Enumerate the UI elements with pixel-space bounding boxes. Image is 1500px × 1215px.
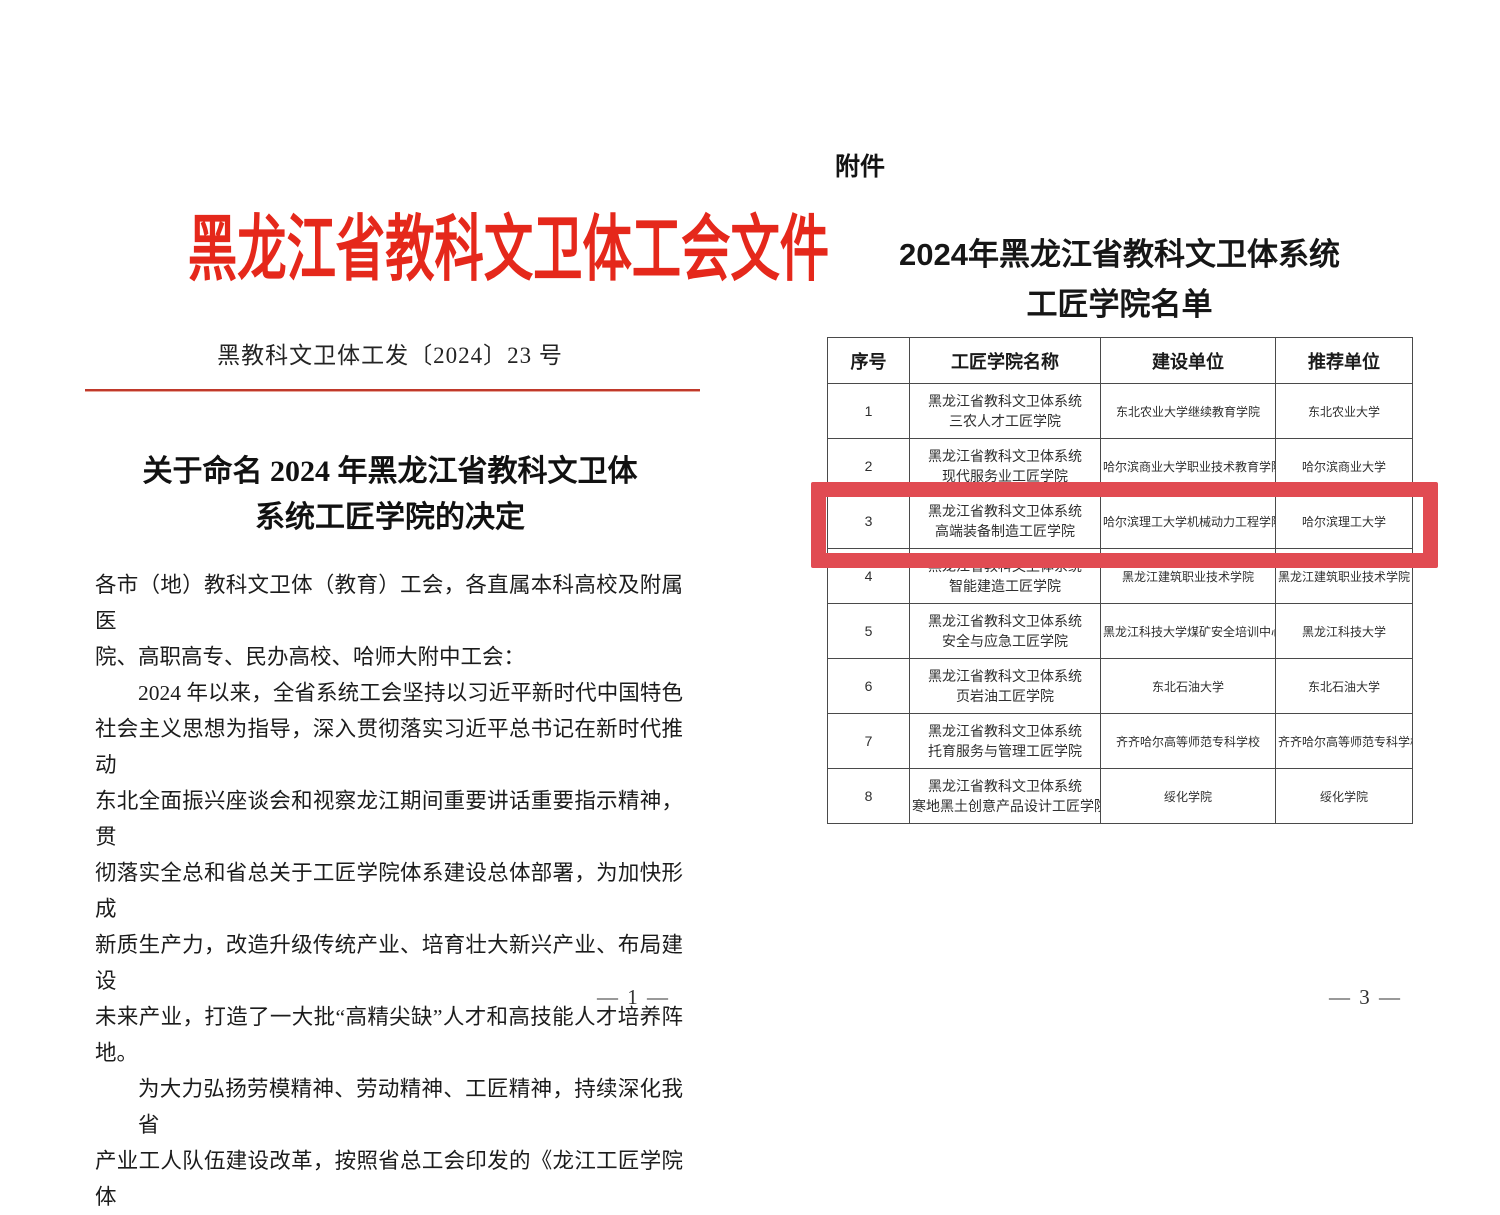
table-cell-builder: 绥化学院	[1100, 768, 1276, 824]
table-row: 6 黑龙江省教科文卫体系统 页岩油工匠学院 东北石油大学 东北石油大学	[827, 658, 1413, 714]
college-name-line1: 黑龙江省教科文卫体系统	[928, 558, 1082, 574]
table-cell-seq: 6	[827, 658, 910, 714]
table-row: 1 黑龙江省教科文卫体系统 三农人才工匠学院 东北农业大学继续教育学院 东北农业大学	[827, 383, 1413, 439]
table-cell-college-name: 黑龙江省教科文卫体系统 三农人才工匠学院	[909, 383, 1101, 439]
body-text-line: 新质生产力，改造升级传统产业、培育壮大新兴产业、布局建设	[95, 933, 683, 993]
table-cell-builder: 东北石油大学	[1100, 658, 1276, 714]
document-title: 关于命名 2024 年黑龙江省教科文卫体 系统工匠学院的决定	[95, 449, 685, 541]
table-cell-builder: 黑龙江科技大学煤矿安全培训中心	[1100, 603, 1276, 659]
table-cell-builder: 黑龙江建筑职业技术学院	[1100, 548, 1276, 604]
page-number-1: — 1 —	[597, 985, 670, 1009]
college-name-line2: 安全与应急工匠学院	[942, 633, 1068, 649]
table-cell-seq: 5	[827, 603, 910, 659]
college-name-line2: 高端装备制造工匠学院	[935, 523, 1075, 539]
college-name-line2: 现代服务业工匠学院	[942, 468, 1068, 484]
college-name-line2: 托育服务与管理工匠学院	[928, 743, 1082, 759]
document-title-line1: 关于命名 2024 年黑龙江省教科文卫体	[142, 455, 638, 488]
attachment-title: 2024年黑龙江省教科文卫体系统 工匠学院名单	[827, 230, 1412, 330]
table-cell-seq: 4	[827, 548, 910, 604]
table-cell-builder: 东北农业大学继续教育学院	[1100, 383, 1276, 439]
body-text-line: 彻落实全总和省总关于工匠学院体系建设总体部署，为加快形成	[95, 861, 683, 921]
table-cell-recommender: 绥化学院	[1275, 768, 1413, 824]
table-cell-recommender: 黑龙江建筑职业技术学院	[1275, 548, 1413, 604]
table-cell-seq: 1	[827, 383, 910, 439]
document-page-1: 黑龙江省教科文卫体工会文件 黑教科文卫体工发〔2024〕23 号 关于命名 20…	[85, 0, 830, 1209]
table-row: 8 黑龙江省教科文卫体系统 寒地黑土创意产品设计工匠学院 绥化学院 绥化学院	[827, 768, 1413, 824]
table-row: 2 黑龙江省教科文卫体系统 现代服务业工匠学院 哈尔滨商业大学职业技术教育学院 哈尔滨商…	[827, 438, 1413, 494]
table-cell-college-name: 黑龙江省教科文卫体系统 高端装备制造工匠学院	[909, 493, 1101, 549]
table-row: 5 黑龙江省教科文卫体系统 安全与应急工匠学院 黑龙江科技大学煤矿安全培训中心 黑龙江科…	[827, 603, 1413, 659]
college-name-line2: 三农人才工匠学院	[949, 413, 1061, 429]
table-cell-recommender: 东北农业大学	[1275, 383, 1413, 439]
document-number: 黑教科文卫体工发〔2024〕23 号	[217, 343, 563, 368]
body-text-line: 各市（地）教科文卫体（教育）工会，各直属本科高校及附属医	[95, 573, 683, 633]
table-row: 7 黑龙江省教科文卫体系统 托育服务与管理工匠学院 齐齐哈尔高等师范专科学校 齐齐哈尔高…	[827, 713, 1413, 769]
table-cell-seq: 7	[827, 713, 910, 769]
college-name-line2: 寒地黑土创意产品设计工匠学院	[912, 798, 1101, 814]
table-cell-recommender: 哈尔滨商业大学	[1275, 438, 1413, 494]
body-text-line: 产业工人队伍建设改革，按照省总工会印发的《龙江工匠学院体	[95, 1149, 683, 1209]
college-name-line2: 页岩油工匠学院	[956, 688, 1054, 704]
table-cell-college-name: 黑龙江省教科文卫体系统 安全与应急工匠学院	[909, 603, 1101, 659]
college-name-line1: 黑龙江省教科文卫体系统	[928, 723, 1082, 739]
table-cell-recommender: 齐齐哈尔高等师范专科学校	[1275, 713, 1413, 769]
table-header-cell: 推荐单位	[1275, 337, 1413, 384]
table-header-cell: 建设单位	[1100, 337, 1276, 384]
body-text-line: 2024 年以来，全省系统工会坚持以习近平新时代中国特色	[138, 681, 683, 705]
header-divider-rule	[85, 389, 700, 392]
table-cell-college-name: 黑龙江省教科文卫体系统寒地黑土创意产品设计工匠学院	[909, 768, 1101, 824]
body-text-line: 未来产业，打造了一大批“高精尖缺”人才和高技能人才培养阵	[95, 1005, 683, 1029]
table-header-cell: 序号	[827, 337, 910, 384]
college-name-line2: 智能建造工匠学院	[949, 578, 1061, 594]
college-name-line1: 黑龙江省教科文卫体系统	[928, 613, 1082, 629]
college-name-line1: 黑龙江省教科文卫体系统	[928, 778, 1082, 794]
document-page-3: 附件 2024年黑龙江省教科文卫体系统 工匠学院名单 序号 工匠学院名称 建设单位推…	[827, 0, 1413, 1125]
table-cell-college-name: 黑龙江省教科文卫体系统 智能建造工匠学院	[909, 548, 1101, 604]
table-cell-college-name: 黑龙江省教科文卫体系统 现代服务业工匠学院	[909, 438, 1101, 494]
college-name-line1: 黑龙江省教科文卫体系统	[928, 448, 1082, 464]
college-list-table: 序号 工匠学院名称 建设单位 推荐单位 1 黑龙江省教科文卫体系统 三农人才工匠学院 东北农…	[827, 337, 1413, 824]
table-cell-college-name: 黑龙江省教科文卫体系统 托育服务与管理工匠学院	[909, 713, 1101, 769]
college-name-line1: 黑龙江省教科文卫体系统	[928, 668, 1082, 684]
table-header-row: 序号 工匠学院名称 建设单位 推荐单位	[827, 337, 1413, 384]
body-text-line: 为大力弘扬劳模精神、劳动精神、工匠精神，持续深化我省	[138, 1077, 683, 1137]
table-cell-builder: 哈尔滨理工大学机械动力工程学院	[1100, 493, 1276, 549]
body-text-line: 社会主义思想为指导，深入贯彻落实习近平总书记在新时代推动	[95, 717, 683, 777]
page-number-3: — 3 —	[1329, 985, 1402, 1009]
body-text-line: 东北全面振兴座谈会和视察龙江期间重要讲话重要指示精神，贯	[95, 789, 683, 849]
college-name-line1: 黑龙江省教科文卫体系统	[928, 393, 1082, 409]
table-cell-recommender: 黑龙江科技大学	[1275, 603, 1413, 659]
table-cell-seq: 2	[827, 438, 910, 494]
attachment-label: 附件	[835, 153, 886, 181]
table-cell-college-name: 黑龙江省教科文卫体系统 页岩油工匠学院	[909, 658, 1101, 714]
college-name-line1: 黑龙江省教科文卫体系统	[928, 503, 1082, 519]
attachment-title-line2: 工匠学院名单	[1026, 287, 1213, 322]
table-header: 序号 工匠学院名称 建设单位 推荐单位	[827, 337, 1413, 384]
table-header-cell: 工匠学院名称	[909, 337, 1101, 384]
table-cell-builder: 齐齐哈尔高等师范专科学校	[1100, 713, 1276, 769]
table-body: 1 黑龙江省教科文卫体系统 三农人才工匠学院 东北农业大学继续教育学院 东北农业大学 2 黑…	[827, 383, 1413, 824]
body-text-line: 地。	[95, 1041, 139, 1065]
document-header-title: 黑龙江省教科文卫体工会文件	[187, 210, 830, 290]
document-title-line2: 系统工匠学院的决定	[255, 501, 525, 534]
attachment-title-line1: 2024年黑龙江省教科文卫体系统	[899, 237, 1340, 272]
table-cell-recommender: 东北石油大学	[1275, 658, 1413, 714]
table-cell-seq: 8	[827, 768, 910, 824]
table-cell-recommender: 哈尔滨理工大学	[1275, 493, 1413, 549]
table-row-highlighted: 3 黑龙江省教科文卫体系统 高端装备制造工匠学院 哈尔滨理工大学机械动力工程学院 哈尔滨…	[827, 493, 1413, 549]
document-body: 各市（地）教科文卫体（教育）工会，各直属本科高校及附属医院、高职高专、民办高校、…	[95, 567, 683, 1215]
table-cell-seq: 3	[827, 493, 910, 549]
table-row: 4 黑龙江省教科文卫体系统 智能建造工匠学院 黑龙江建筑职业技术学院 黑龙江建筑职业技术…	[827, 548, 1413, 604]
table-cell-builder: 哈尔滨商业大学职业技术教育学院	[1100, 438, 1276, 494]
body-text-line: 院、高职高专、民办高校、哈师大附中工会：	[95, 645, 526, 669]
